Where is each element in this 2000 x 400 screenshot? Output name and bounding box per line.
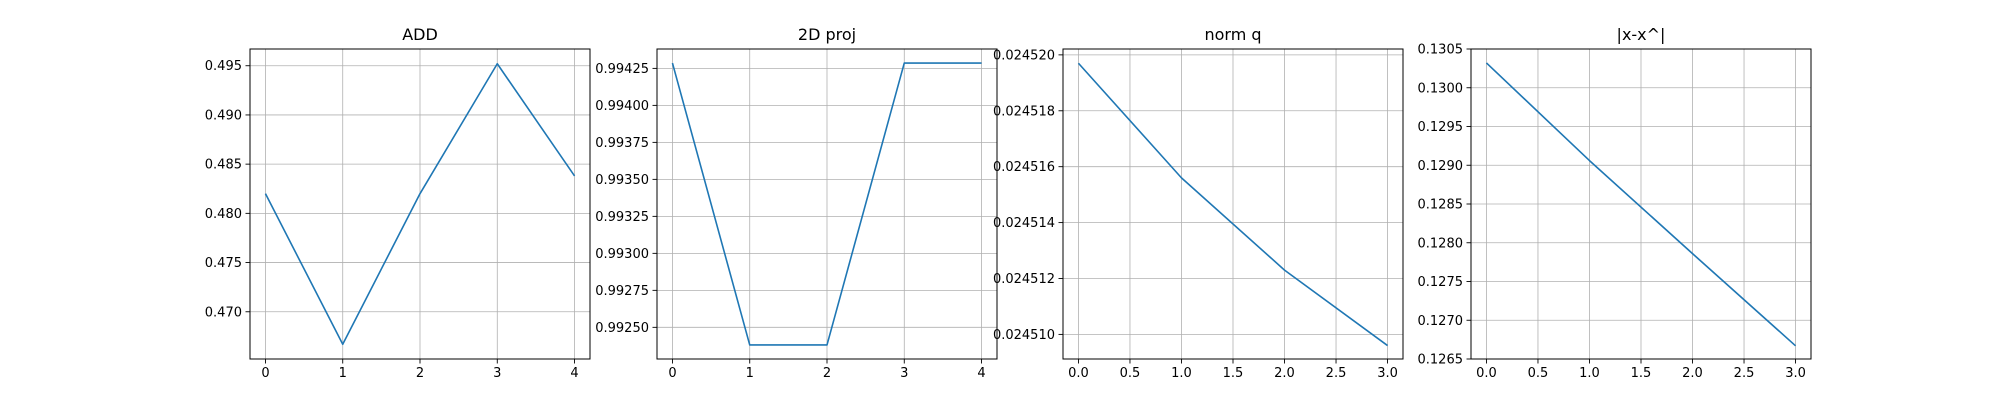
subplot-title: |x-x^| <box>1617 25 1666 44</box>
x-tick-label: 0 <box>261 366 269 381</box>
subplot-title: ADD <box>402 25 438 44</box>
x-tick-label: 4 <box>977 366 985 381</box>
x-tick-label: 1.0 <box>1579 366 1600 381</box>
y-tick-label: 0.99425 <box>595 62 649 77</box>
y-tick-label: 0.470 <box>205 305 242 320</box>
x-tick-label: 2 <box>416 366 424 381</box>
y-tick-label: 0.99375 <box>595 136 649 151</box>
y-tick-label: 0.1280 <box>1418 236 1464 251</box>
y-tick-label: 0.1270 <box>1418 314 1464 329</box>
y-tick-label: 0.024512 <box>993 272 1055 287</box>
x-tick-label: 2.5 <box>1326 366 1347 381</box>
y-tick-label: 0.1290 <box>1418 159 1464 174</box>
y-tick-label: 0.490 <box>205 108 242 123</box>
x-tick-label: 0.0 <box>1068 366 1089 381</box>
y-tick-label: 0.024516 <box>993 160 1055 175</box>
y-tick-label: 0.1300 <box>1418 81 1464 96</box>
y-tick-label: 0.99350 <box>595 173 649 188</box>
y-tick-label: 0.99325 <box>595 210 649 225</box>
y-tick-label: 0.1305 <box>1418 43 1464 58</box>
x-tick-label: 0.0 <box>1476 366 1497 381</box>
x-tick-label: 4 <box>570 366 578 381</box>
x-tick-label: 1.5 <box>1223 366 1244 381</box>
subplot-title: norm q <box>1204 25 1261 44</box>
subplot-1: 0 1 2 3 4 0.470 0.475 0.480 0.485 0.490 0.495 ADD <box>205 25 591 381</box>
x-tick-label: 1.0 <box>1171 366 1192 381</box>
x-tick-label: 3 <box>900 366 908 381</box>
subplot-3: 0.0 0.5 1.0 1.5 2.0 2.5 3.0 0.024510 0.024512 0.0… <box>993 25 1404 381</box>
x-tick-label: 3 <box>493 366 501 381</box>
x-tick-label: 3.0 <box>1785 366 1806 381</box>
x-tick-label: 2.0 <box>1682 366 1703 381</box>
y-tick-label: 0.024520 <box>993 48 1055 63</box>
series-line <box>671 62 982 346</box>
y-tick-label: 0.1285 <box>1418 198 1464 213</box>
y-tick-label: 0.024518 <box>993 104 1055 119</box>
x-tick-label: 2.5 <box>1734 366 1755 381</box>
y-tick-label: 0.1275 <box>1418 275 1464 290</box>
x-tick-label: 1 <box>339 366 347 381</box>
y-tick-label: 0.99300 <box>595 247 649 262</box>
y-tick-label: 0.024510 <box>993 328 1055 343</box>
y-tick-label: 0.1265 <box>1418 353 1464 368</box>
x-tick-label: 1 <box>746 366 754 381</box>
y-tick-label: 0.480 <box>205 207 242 222</box>
x-tick-label: 2 <box>823 366 831 381</box>
x-tick-label: 1.5 <box>1631 366 1652 381</box>
x-tick-label: 3.0 <box>1377 366 1398 381</box>
subplot-2: 0 1 2 3 4 0.99250 0.99275 0.99300 0.99325 0.99350… <box>595 25 998 381</box>
x-tick-label: 0 <box>668 366 676 381</box>
x-tick-label: 0.5 <box>1528 366 1549 381</box>
x-tick-label: 2.0 <box>1274 366 1295 381</box>
y-tick-label: 0.99275 <box>595 284 649 299</box>
series-line <box>1077 62 1389 347</box>
subplot-4: 0.0 0.5 1.0 1.5 2.0 2.5 3.0 0.1265 0.1270 0.1275 0… <box>1418 25 1812 381</box>
subplot-title: 2D proj <box>798 25 856 44</box>
y-tick-label: 0.1295 <box>1418 120 1464 135</box>
y-tick-label: 0.99250 <box>595 321 649 336</box>
x-tick-label: 0.5 <box>1120 366 1141 381</box>
y-tick-label: 0.485 <box>205 158 242 173</box>
y-tick-label: 0.495 <box>205 59 242 74</box>
y-tick-label: 0.024514 <box>993 216 1055 231</box>
y-tick-label: 0.99400 <box>595 99 649 114</box>
series-line <box>1485 62 1797 347</box>
series-line <box>264 62 576 346</box>
y-tick-label: 0.475 <box>205 256 242 271</box>
